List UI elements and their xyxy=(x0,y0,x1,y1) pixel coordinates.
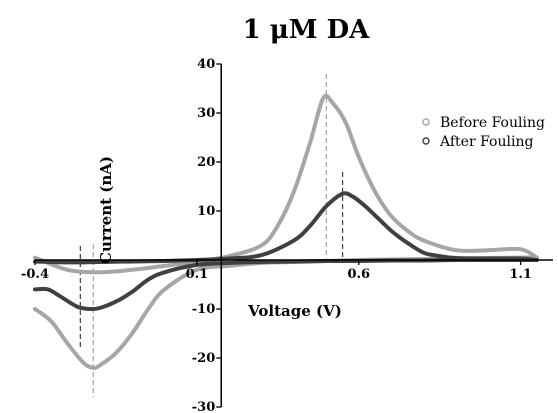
x-tick-label: 1.1 xyxy=(509,267,532,282)
legend-marker-before xyxy=(422,118,430,126)
y-axis-label: Current (nA) xyxy=(97,156,115,264)
x-tick-label: 0.1 xyxy=(186,267,209,282)
x-tick-label: 0.6 xyxy=(347,267,370,282)
x-axis-label: Voltage (V) xyxy=(247,302,342,320)
y-tick-label: 40 xyxy=(197,57,215,72)
legend-marker-after xyxy=(422,137,430,145)
y-tick-label: -10 xyxy=(192,302,216,317)
x-ticks: -0.4 0.1 0.6 1.1 xyxy=(21,260,532,282)
y-tick-label: 20 xyxy=(197,155,215,170)
y-tick-label: -30 xyxy=(192,400,216,413)
x-tick-label: -0.4 xyxy=(21,267,49,282)
y-tick-label: 10 xyxy=(197,204,215,219)
legend-label-after: After Fouling xyxy=(439,134,533,150)
chart-title: 1 μM DA xyxy=(243,15,371,45)
legend-label-before: Before Fouling xyxy=(440,115,545,131)
y-ticks: -30 -20 -10 10 20 30 40 xyxy=(192,57,222,413)
series-line-forward xyxy=(33,93,539,275)
legend: Before Fouling After Fouling xyxy=(422,115,545,150)
y-tick-label: -20 xyxy=(192,351,216,366)
y-tick-label: 30 xyxy=(197,106,215,121)
series-line-forward xyxy=(33,191,539,265)
